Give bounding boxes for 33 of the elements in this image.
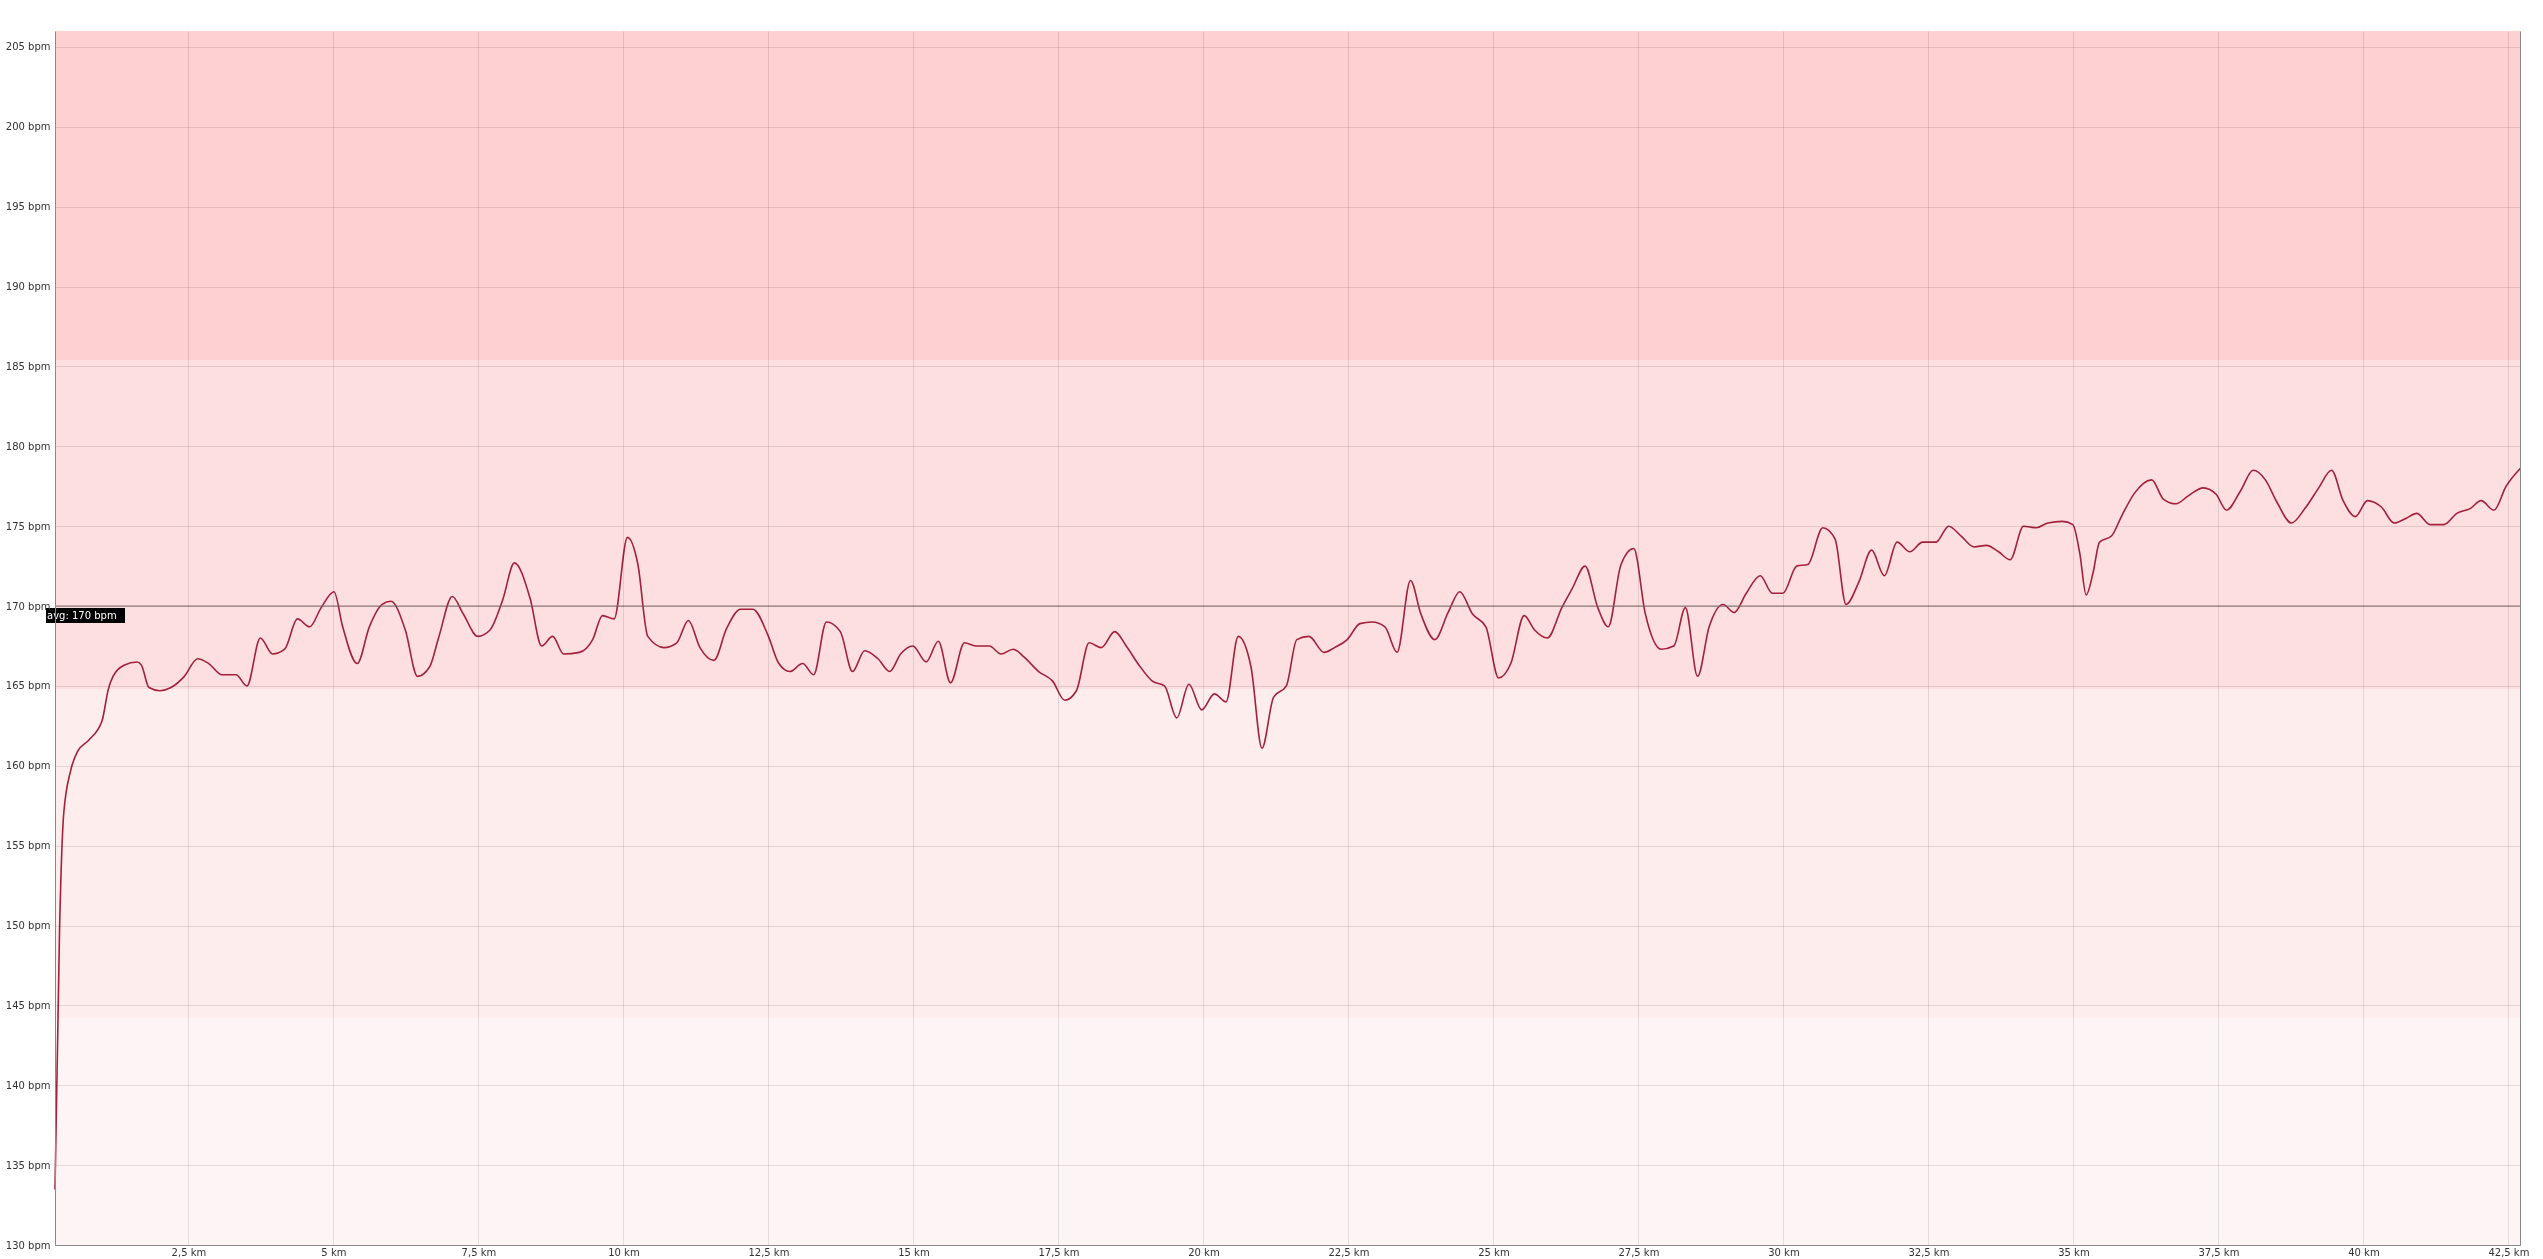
y-tick-label: 180 bpm — [5, 440, 51, 452]
x-tick-label: 5 km — [321, 1246, 347, 1258]
x-tick-label: 20 km — [1188, 1246, 1220, 1258]
x-tick-label: 30 km — [1768, 1246, 1800, 1258]
x-tick-label: 35 km — [2058, 1246, 2090, 1258]
x-tick-label: 15 km — [898, 1246, 930, 1258]
y-tick-label: 160 bpm — [5, 760, 51, 772]
y-tick-label: 195 bpm — [5, 201, 51, 213]
x-tick-label: 12,5 km — [748, 1246, 790, 1258]
y-tick-label: 190 bpm — [5, 281, 51, 293]
x-tick-label: 25 km — [1478, 1246, 1510, 1258]
y-tick-label: 165 bpm — [5, 680, 51, 692]
x-tick-label: 22,5 km — [1328, 1246, 1370, 1258]
x-tick-label: 42,5 km — [2488, 1246, 2530, 1258]
x-tick-label: 2,5 km — [171, 1246, 207, 1258]
y-tick-label: 155 bpm — [5, 840, 51, 852]
x-tick-label: 10 km — [608, 1246, 640, 1258]
y-tick-label: 135 bpm — [5, 1159, 51, 1171]
y-tick-label: 170 bpm — [5, 600, 51, 612]
y-tick-label: 150 bpm — [5, 920, 51, 932]
y-tick-label: 145 bpm — [5, 999, 51, 1011]
x-tick-label: 32,5 km — [1908, 1246, 1950, 1258]
y-tick-label: 185 bpm — [5, 360, 51, 372]
y-tick-label: 175 bpm — [5, 520, 51, 532]
y-tick-label: 140 bpm — [5, 1079, 51, 1091]
x-tick-label: 17,5 km — [1038, 1246, 1080, 1258]
x-tick-label: 7,5 km — [461, 1246, 497, 1258]
x-tick-label: 37,5 km — [2198, 1246, 2240, 1258]
y-tick-label: 205 bpm — [5, 41, 51, 53]
x-tick-label: 27,5 km — [1618, 1246, 1660, 1258]
y-tick-label: 200 bpm — [5, 121, 51, 133]
y-tick-label: 130 bpm — [5, 1239, 51, 1251]
x-tick-label: 40 km — [2348, 1246, 2380, 1258]
